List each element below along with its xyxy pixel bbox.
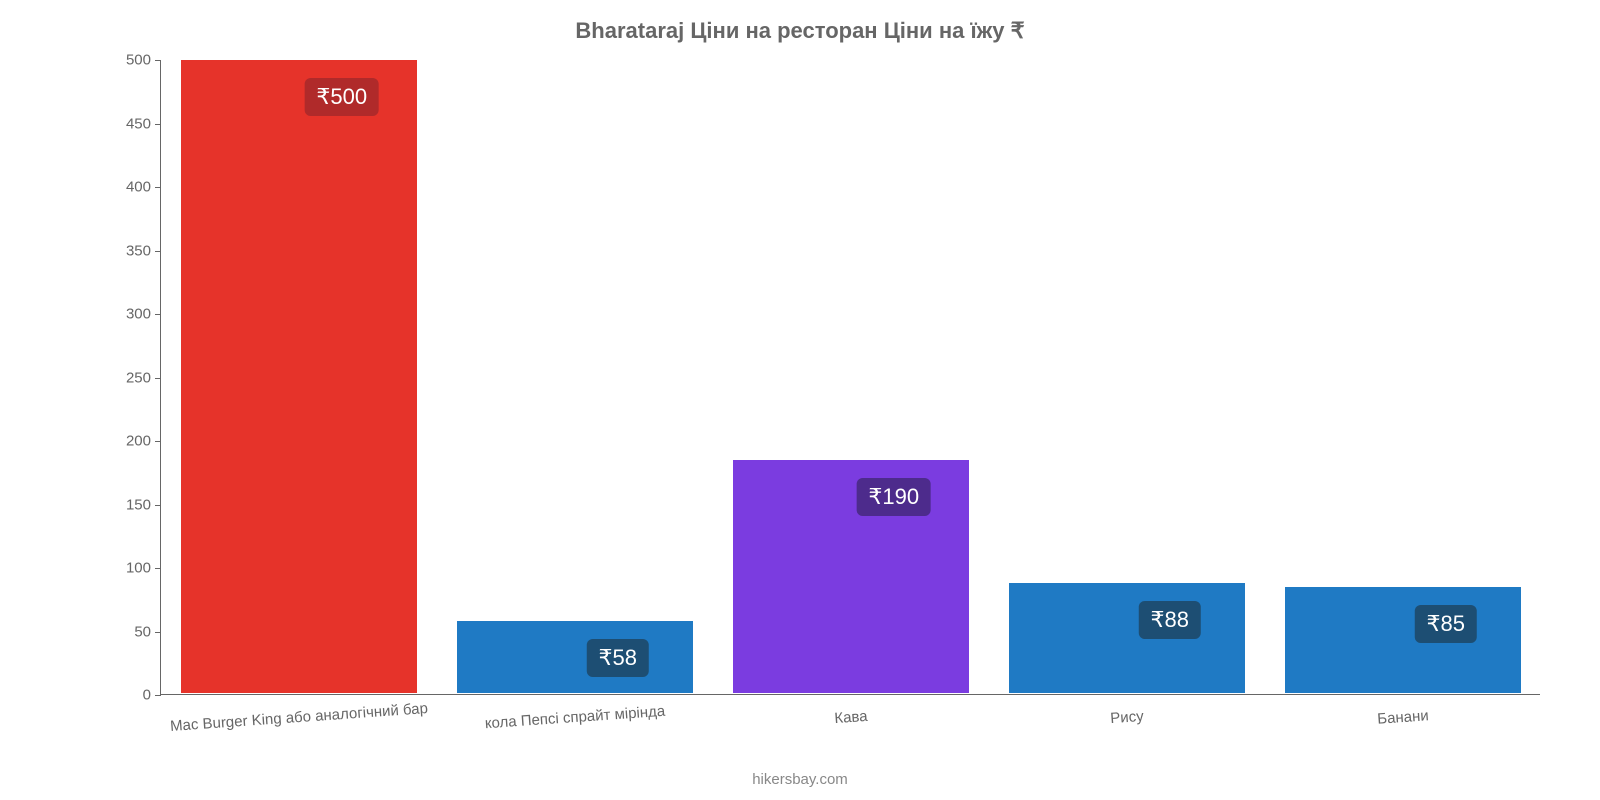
y-tick-label: 0	[101, 687, 151, 704]
y-tick-label: 250	[101, 369, 151, 386]
bar-value-label: ₹500	[304, 78, 379, 116]
bar	[1284, 586, 1521, 694]
plot-region: 050100150200250300350400450500₹500Mac Bu…	[160, 60, 1540, 695]
y-tick-mark	[155, 568, 161, 569]
bar-value-label: ₹190	[856, 478, 931, 516]
bar-value-label: ₹85	[1414, 605, 1476, 643]
bar	[456, 620, 693, 694]
y-tick-mark	[155, 378, 161, 379]
y-tick-label: 100	[101, 560, 151, 577]
y-tick-label: 350	[101, 242, 151, 259]
y-tick-mark	[155, 441, 161, 442]
x-tick-label: Рису	[1110, 708, 1144, 727]
y-tick-mark	[155, 695, 161, 696]
y-tick-label: 450	[101, 115, 151, 132]
y-tick-label: 200	[101, 433, 151, 450]
y-tick-mark	[155, 60, 161, 61]
credit-text: hikersbay.com	[0, 771, 1600, 788]
y-tick-mark	[155, 314, 161, 315]
y-tick-label: 50	[101, 623, 151, 640]
x-tick-label: кола Пепсі спрайт мірінда	[484, 703, 665, 733]
y-tick-label: 300	[101, 306, 151, 323]
bar-value-label: ₹88	[1138, 601, 1200, 639]
bar-value-label: ₹58	[586, 639, 648, 677]
y-tick-mark	[155, 632, 161, 633]
y-tick-mark	[155, 124, 161, 125]
y-tick-mark	[155, 187, 161, 188]
y-tick-label: 500	[101, 52, 151, 69]
bar	[732, 459, 969, 694]
bar	[180, 59, 417, 694]
chart-plot-area: 050100150200250300350400450500₹500Mac Bu…	[160, 60, 1540, 695]
x-tick-label: Банани	[1377, 707, 1430, 728]
y-tick-mark	[155, 251, 161, 252]
chart-title: Bharataraj Ціни на ресторан Ціни на їжу …	[0, 0, 1600, 44]
y-tick-mark	[155, 505, 161, 506]
x-tick-label: Кава	[834, 708, 868, 727]
y-tick-label: 400	[101, 179, 151, 196]
x-tick-label: Mac Burger King або аналогічний бар	[170, 700, 429, 735]
y-tick-label: 150	[101, 496, 151, 513]
bar	[1008, 582, 1245, 694]
